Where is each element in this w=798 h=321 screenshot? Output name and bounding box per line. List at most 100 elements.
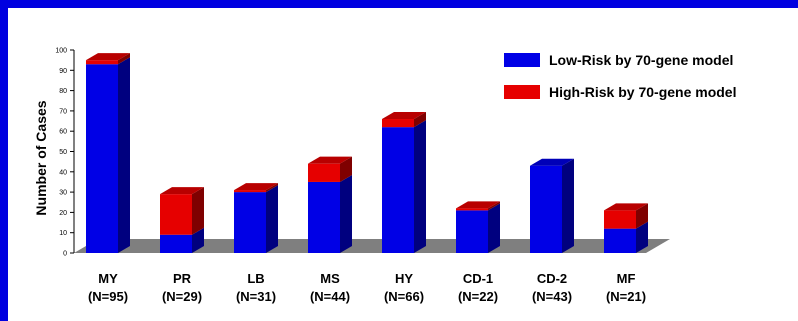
y-tick-label: 20 xyxy=(59,210,67,217)
bar-stack xyxy=(530,158,574,253)
category-label: CD-1 xyxy=(463,271,493,286)
y-tick-label: 10 xyxy=(59,230,67,237)
bar-top-face xyxy=(160,187,204,195)
bar-top-face xyxy=(308,156,352,164)
category-count-label: (N=66) xyxy=(384,289,424,304)
bar-side-face xyxy=(636,203,648,229)
bar-stack xyxy=(456,201,500,253)
legend-label-high-risk: High-Risk by 70-gene model xyxy=(549,84,736,100)
bar-front-face xyxy=(456,210,488,253)
bar-stack xyxy=(382,112,426,253)
y-axis: 0 10 20 30 40 50 60 70 80 90 100 xyxy=(55,48,75,258)
y-axis-label: Number of Cases xyxy=(33,100,49,215)
bar-segment-low-risk xyxy=(308,174,352,253)
bar-side-face xyxy=(266,183,278,193)
bar-side-face xyxy=(340,156,352,182)
bar-front-face xyxy=(382,127,414,253)
bar-segment-low-risk xyxy=(604,221,648,253)
floor-plane xyxy=(74,239,670,253)
category-label: PR xyxy=(173,271,192,286)
bar-side-face xyxy=(488,203,500,253)
bar-top-face xyxy=(86,53,130,61)
stacked-bar-chart: 0 10 20 30 40 50 60 70 80 90 100 MY (N=95) PR (N=29) L… xyxy=(33,48,736,305)
category-count-label: (N=21) xyxy=(606,289,646,304)
bar-side-face xyxy=(118,53,130,65)
bar-stack xyxy=(604,203,648,253)
bar-front-face xyxy=(160,194,192,235)
bar-segment-low-risk xyxy=(382,120,426,253)
y-tick-label: 90 xyxy=(59,68,67,75)
legend-swatch-high-risk xyxy=(504,85,540,99)
legend-swatch-low-risk xyxy=(504,53,540,67)
bar-side-face xyxy=(192,227,204,253)
category-count-label: (N=31) xyxy=(236,289,276,304)
x-axis-labels: MY (N=95) PR (N=29) LB (N=31) MS (N=44) HY (N=66)… xyxy=(88,271,646,304)
bar-stack xyxy=(160,187,204,253)
y-tick-label: 50 xyxy=(59,149,67,156)
bar-segment-high-risk xyxy=(382,112,426,128)
category-label: MY xyxy=(98,271,118,286)
y-tick-label: 70 xyxy=(59,108,67,115)
bar-front-face xyxy=(308,163,340,182)
bar-front-face xyxy=(604,210,636,229)
bar-segment-low-risk xyxy=(530,158,574,253)
bar-side-face xyxy=(340,174,352,253)
bars xyxy=(86,53,648,254)
bar-front-face xyxy=(456,208,488,211)
bar-side-face xyxy=(266,185,278,253)
category-label: CD-2 xyxy=(537,271,567,286)
bar-front-face xyxy=(382,119,414,128)
category-label: MS xyxy=(320,271,340,286)
category-count-label: (N=44) xyxy=(310,289,350,304)
y-tick-label: 30 xyxy=(59,190,67,197)
bar-side-face xyxy=(562,158,574,253)
bar-front-face xyxy=(234,190,266,193)
bar-segment-high-risk xyxy=(456,201,500,211)
bar-front-face xyxy=(308,181,340,253)
y-tick-label: 60 xyxy=(59,129,67,136)
legend: Low-Risk by 70-gene model High-Risk by 7… xyxy=(504,52,736,100)
bar-side-face xyxy=(118,57,130,254)
chart-frame: 0 10 20 30 40 50 60 70 80 90 100 MY (N=95) PR (N=29) L… xyxy=(8,8,798,321)
bar-front-face xyxy=(604,228,636,253)
bar-segment-high-risk xyxy=(604,203,648,229)
y-tick-label: 40 xyxy=(59,169,67,176)
y-tick-label: 0 xyxy=(63,251,67,258)
bar-side-face xyxy=(192,187,204,235)
chart-floor xyxy=(74,239,670,253)
bar-segment-low-risk xyxy=(234,185,278,253)
bar-front-face xyxy=(530,165,562,253)
bar-top-face xyxy=(530,158,574,166)
category-label: HY xyxy=(395,271,413,286)
bar-stack xyxy=(234,183,278,253)
category-count-label: (N=95) xyxy=(88,289,128,304)
y-tick-label: 80 xyxy=(59,88,67,95)
legend-label-low-risk: Low-Risk by 70-gene model xyxy=(549,52,733,68)
bar-top-face xyxy=(382,112,426,120)
bar-top-face xyxy=(234,183,278,191)
bar-segment-high-risk xyxy=(308,156,352,182)
bar-stack xyxy=(308,156,352,253)
category-count-label: (N=22) xyxy=(458,289,498,304)
y-tick-label: 100 xyxy=(55,48,67,55)
bar-segment-low-risk xyxy=(456,203,500,253)
bar-side-face xyxy=(636,221,648,253)
bar-front-face xyxy=(160,234,192,253)
bar-front-face xyxy=(234,192,266,253)
bar-side-face xyxy=(488,201,500,211)
category-count-label: (N=29) xyxy=(162,289,202,304)
bar-segment-high-risk xyxy=(86,53,130,65)
bar-side-face xyxy=(414,112,426,128)
bar-segment-low-risk xyxy=(86,57,130,254)
bar-segment-low-risk xyxy=(160,227,204,253)
category-label: LB xyxy=(247,271,264,286)
bar-segment-high-risk xyxy=(160,187,204,235)
bar-stack xyxy=(86,53,130,254)
bar-top-face xyxy=(456,201,500,209)
category-count-label: (N=43) xyxy=(532,289,572,304)
category-label: MF xyxy=(617,271,636,286)
bar-top-face xyxy=(604,203,648,211)
bar-front-face xyxy=(86,64,118,254)
bar-front-face xyxy=(86,60,118,65)
bar-segment-high-risk xyxy=(234,183,278,193)
